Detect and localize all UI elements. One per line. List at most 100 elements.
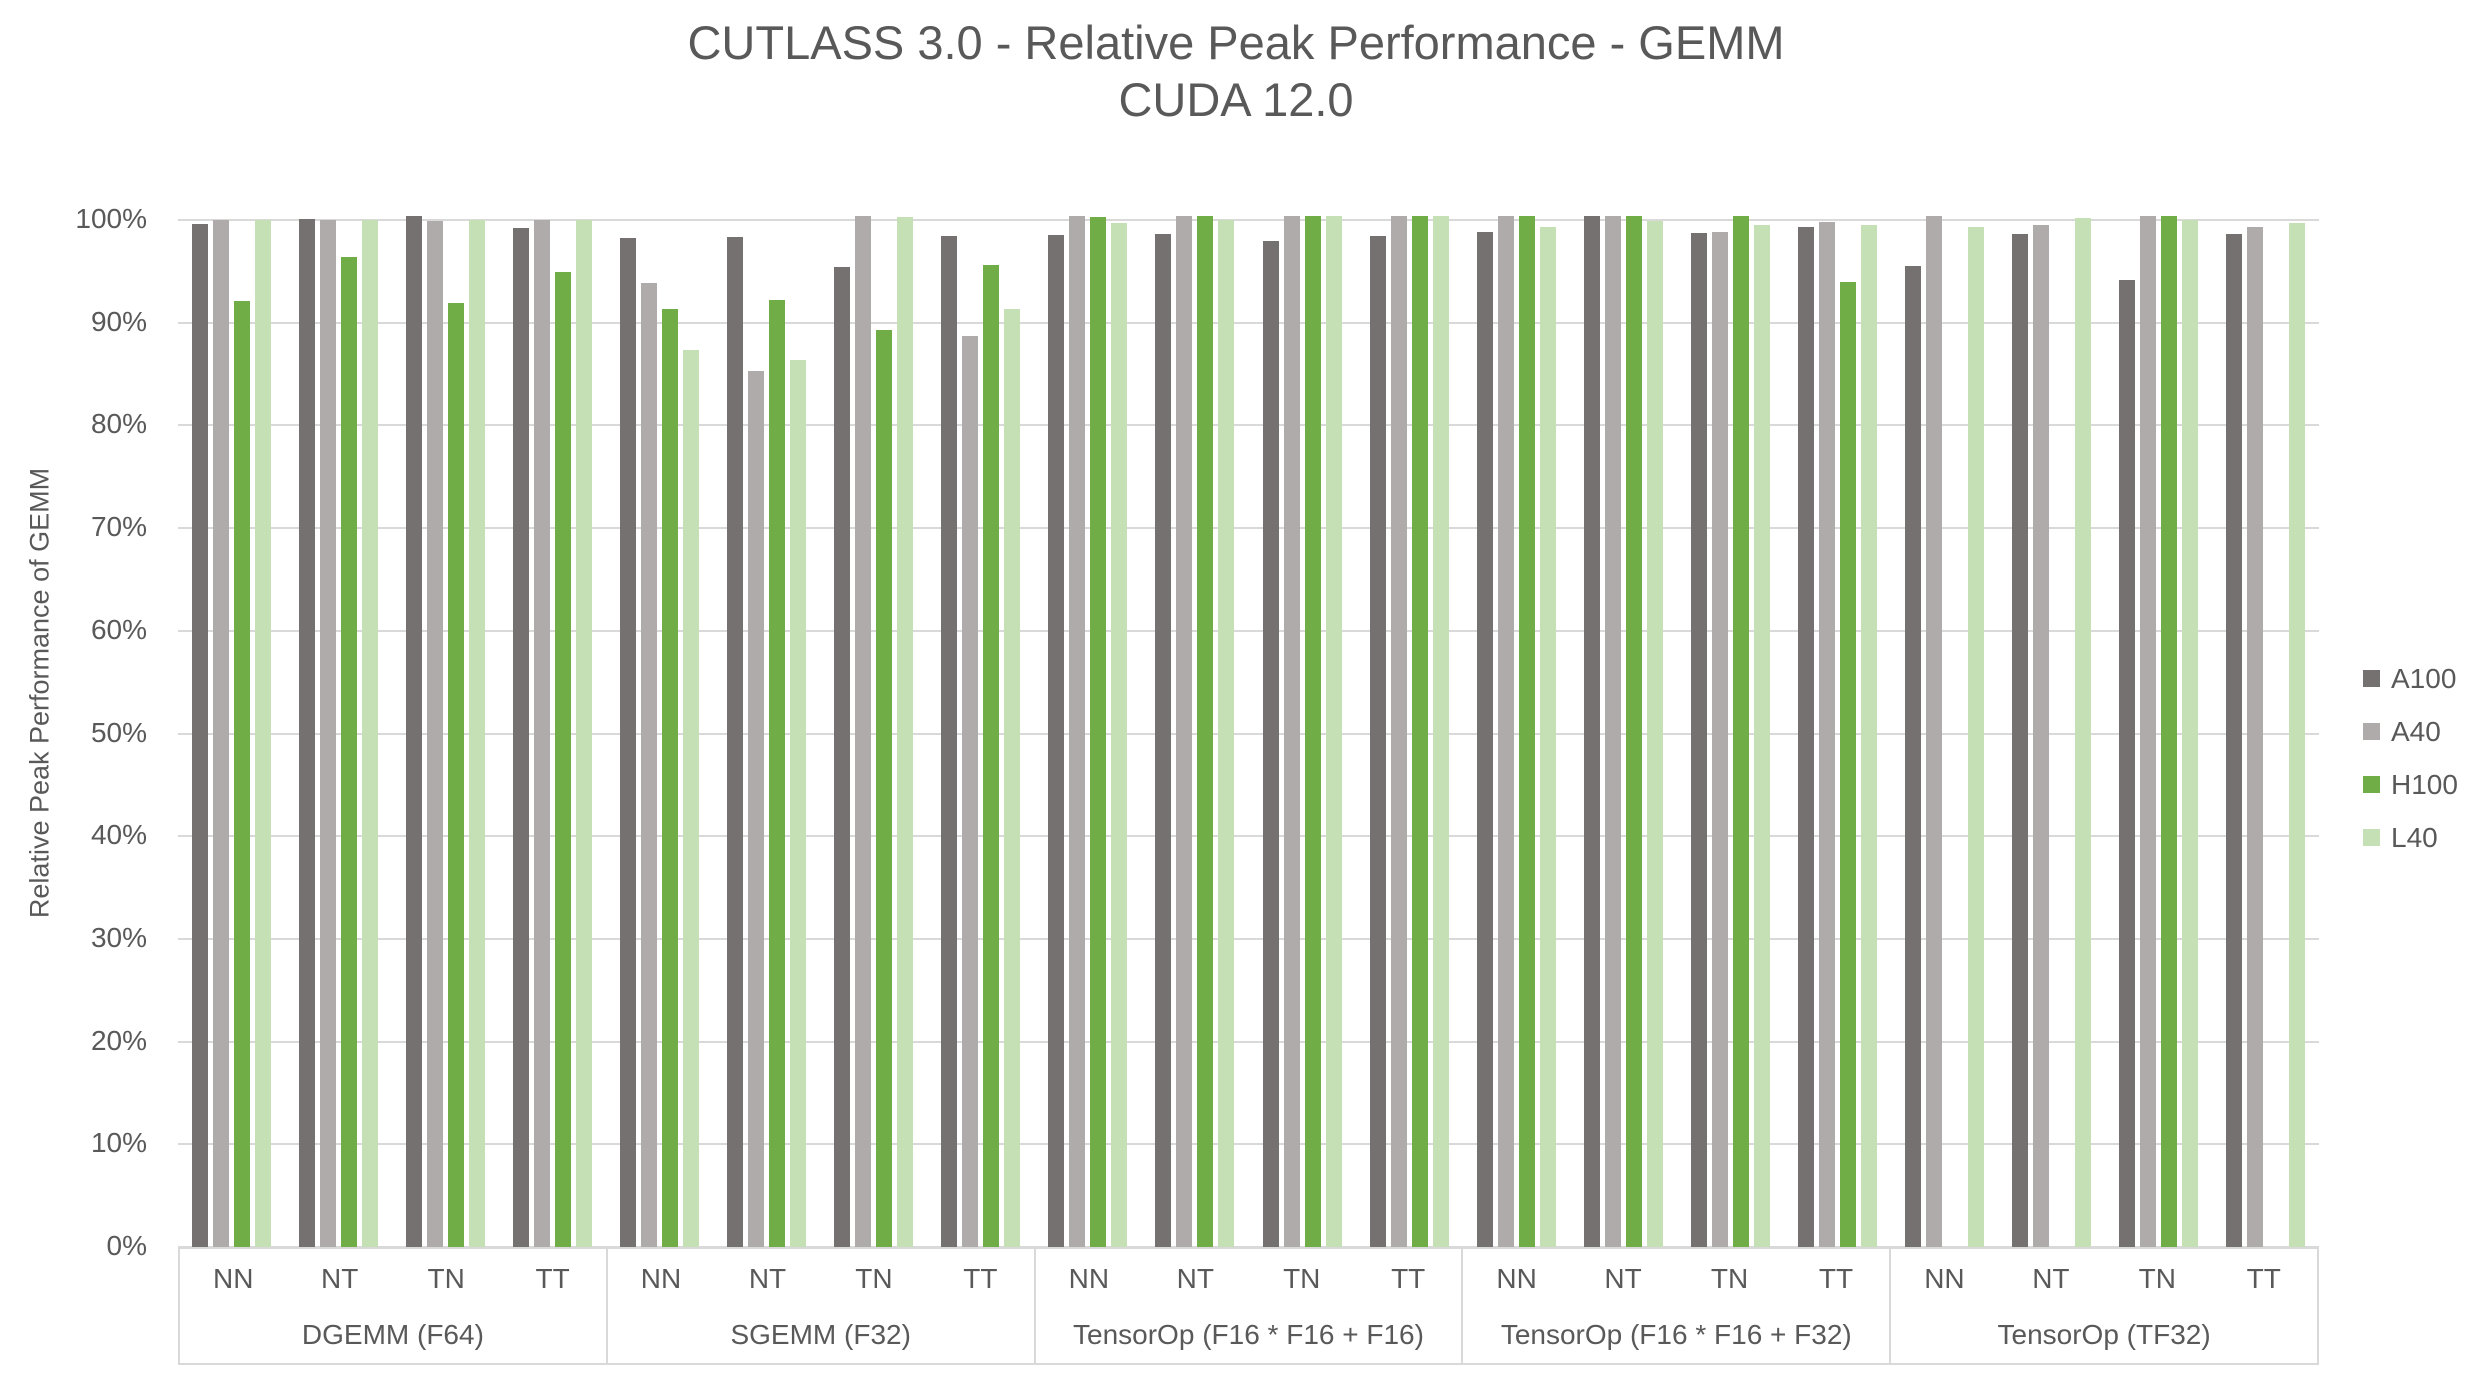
- bar-A100-group0-TN: [406, 216, 423, 1247]
- bar-cluster-1-TT: [927, 140, 1034, 1247]
- axis-category-label-4-NT: NT: [2032, 1263, 2070, 1294]
- y-tick-label-0: 0%: [106, 1230, 147, 1261]
- axis-group-label-0: DGEMM (F64): [301, 1319, 484, 1350]
- legend-item-L40: L40: [2363, 811, 2458, 864]
- bar-A40-group4-TN: [2139, 216, 2156, 1247]
- bar-cluster-2-NT: [1141, 140, 1248, 1247]
- y-tick-label-10: 10%: [90, 1127, 147, 1159]
- axis-category-label-1-NT: NT: [748, 1263, 787, 1294]
- bar-cluster-4-TN: [2105, 140, 2212, 1247]
- bar-cluster-3-NT: [1570, 140, 1677, 1247]
- bar-L40-group0-NN: [255, 220, 272, 1247]
- axis-category-label-3-TT: TT: [1818, 1263, 1854, 1294]
- bar-H100-group2-TN: [1304, 216, 1321, 1247]
- axis-category-row: NN NT TN TT: [1036, 1249, 1462, 1295]
- bar-A40-group0-NT: [320, 220, 337, 1247]
- bar-L40-group4-NT: [2074, 218, 2091, 1247]
- chart-title: CUTLASS 3.0 - Relative Peak Performance …: [0, 14, 2472, 128]
- bar-H100-group0-NT: [341, 257, 358, 1247]
- bar-group-0: [178, 140, 606, 1247]
- bar-cluster-0-TT: [499, 140, 606, 1247]
- gridline-90: [178, 321, 2319, 324]
- legend-label-A100: A100: [2391, 662, 2457, 694]
- bar-group-2: [1034, 140, 1462, 1247]
- bar-A100-group3-TN: [1690, 233, 1707, 1247]
- axis-category-label-1-TT: TT: [963, 1263, 998, 1294]
- bar-A40-group1-TT: [962, 336, 979, 1247]
- axis-category-label-4-NN: NN: [1924, 1263, 1965, 1294]
- axis-group-4: NN NT TN TT TensorOp (TF32): [1889, 1249, 2317, 1363]
- axis-category-label-3-TN: TN: [1710, 1263, 1749, 1294]
- bar-L40-group2-NT: [1218, 220, 1235, 1247]
- bar-L40-group3-TT: [1860, 225, 1877, 1247]
- axis-category-row: NN NT TN TT: [180, 1249, 606, 1295]
- bar-A40-group3-TN: [1711, 232, 1728, 1247]
- bar-A100-group2-NN: [1048, 235, 1065, 1247]
- bar-A40-group3-NN: [1497, 216, 1514, 1247]
- bar-A40-group1-NT: [748, 371, 765, 1247]
- bar-cluster-2-TN: [1249, 140, 1356, 1247]
- bar-L40-group0-TT: [576, 220, 593, 1247]
- bar-L40-group2-NN: [1111, 223, 1128, 1247]
- legend-item-A40: A40: [2363, 705, 2458, 758]
- legend-label-A40: A40: [2391, 715, 2441, 747]
- bar-H100-group3-NN: [1518, 216, 1535, 1247]
- bar-L40-group3-NN: [1539, 227, 1556, 1247]
- axis-group-label-2: TensorOp (F16 * F16 + F16): [1073, 1319, 1424, 1350]
- bar-A100-group0-NT: [299, 219, 316, 1247]
- bar-L40-group1-TN: [897, 217, 914, 1247]
- legend-item-A100: A100: [2363, 652, 2458, 705]
- bar-cluster-1-TN: [820, 140, 927, 1247]
- bar-L40-group1-TT: [1004, 309, 1021, 1247]
- bar-A40-group2-NN: [1069, 216, 1086, 1247]
- bar-H100-group0-TN: [448, 303, 465, 1247]
- axis-category-label-1-NN: NN: [640, 1263, 682, 1294]
- bar-cluster-1-NT: [713, 140, 820, 1247]
- axis-group-label-4: TensorOp (TF32): [1997, 1319, 2211, 1350]
- legend-swatch-L40: [2363, 829, 2380, 846]
- legend-swatch-H100: [2363, 776, 2380, 793]
- bar-L40-group3-TN: [1753, 225, 1770, 1247]
- gridline-10: [178, 1143, 2319, 1146]
- gridline-60: [178, 629, 2319, 632]
- legend-item-H100: H100: [2363, 758, 2458, 811]
- bar-H100-group2-NT: [1197, 216, 1214, 1247]
- axis-category-label-2-NT: NT: [1176, 1263, 1214, 1294]
- category-axis: NN NT TN TT DGEMM (F64) NN NT TN TT SGEMM (F32) NN…: [178, 1247, 2319, 1365]
- axis-group-1: NN NT TN TT SGEMM (F32): [605, 1249, 1034, 1363]
- bar-cluster-1-NN: [606, 140, 713, 1247]
- y-tick-label-30: 30%: [90, 921, 147, 953]
- bar-A40-group1-NN: [641, 283, 658, 1247]
- bar-cluster-2-TT: [1356, 140, 1463, 1247]
- bar-L40-group4-TN: [2181, 220, 2198, 1247]
- bar-cluster-2-NN: [1034, 140, 1141, 1247]
- bar-A100-group1-NN: [620, 238, 637, 1247]
- bar-A100-group4-TT: [2225, 234, 2242, 1247]
- bar-A100-group1-NT: [727, 237, 744, 1247]
- axis-group-label-3: TensorOp (F16 * F16 + F32): [1500, 1319, 1852, 1350]
- bar-A100-group2-NT: [1155, 234, 1172, 1247]
- bar-A40-group2-TN: [1283, 216, 1300, 1247]
- axis-category-label-2-NN: NN: [1068, 1263, 1110, 1294]
- legend-label-L40: L40: [2391, 821, 2438, 853]
- legend: A100 A40 H100 L40: [2363, 652, 2458, 864]
- bar-A40-group2-NT: [1176, 216, 1193, 1247]
- bar-H100-group1-TT: [983, 265, 1000, 1247]
- axis-category-label-4-TT: TT: [2246, 1263, 2281, 1294]
- bar-L40-group1-NN: [683, 350, 700, 1247]
- bar-H100-group1-NN: [662, 309, 679, 1247]
- axis-category-row: NN NT TN TT: [1463, 1249, 1889, 1295]
- bar-H100-group2-TT: [1411, 216, 1428, 1247]
- bar-L40-group4-NN: [1967, 227, 1984, 1247]
- bar-A100-group2-TT: [1369, 236, 1386, 1247]
- axis-category-label-0-NN: NN: [213, 1263, 254, 1294]
- axis-category-label-4-TN: TN: [2138, 1263, 2176, 1294]
- bar-A100-group0-NN: [192, 224, 209, 1247]
- bar-A100-group4-NT: [2011, 234, 2028, 1247]
- bar-A40-group4-NT: [2032, 225, 2049, 1247]
- axis-group-0: NN NT TN TT DGEMM (F64): [180, 1249, 606, 1363]
- bar-A40-group1-TN: [855, 216, 872, 1247]
- axis-category-row: NN NT TN TT: [1891, 1249, 2317, 1295]
- axis-category-label-2-TN: TN: [1283, 1263, 1321, 1294]
- bar-A100-group4-NN: [1904, 266, 1921, 1247]
